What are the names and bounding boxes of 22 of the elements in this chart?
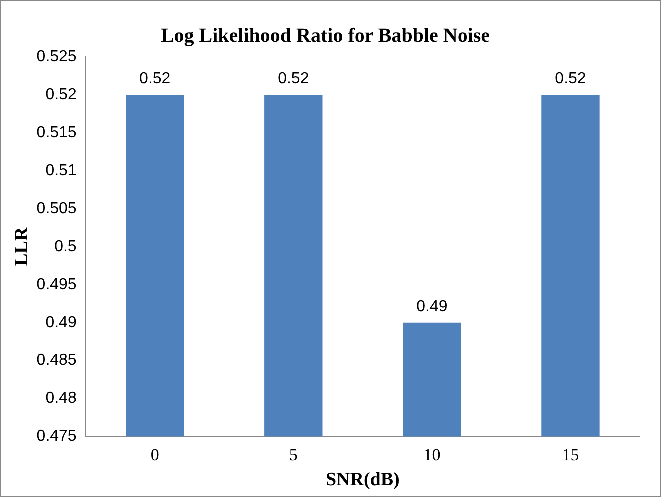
y-tick-label: 0.49 <box>46 314 77 332</box>
y-tick-label: 0.505 <box>36 200 77 218</box>
data-label: 0.52 <box>278 70 310 88</box>
y-tick-label: 0.48 <box>46 390 77 408</box>
x-axis-title: SNR(dB) <box>326 470 400 491</box>
x-tick-label: 15 <box>562 445 580 464</box>
y-tick-label: 0.475 <box>36 428 77 446</box>
y-tick-label: 0.525 <box>36 48 77 66</box>
x-tick-label: 5 <box>289 445 298 464</box>
x-tick-label: 0 <box>150 445 160 464</box>
y-axis-title: LLR <box>11 227 32 266</box>
y-tick-label: 0.52 <box>46 86 77 104</box>
chart-title: Log Likelihood Ratio for Babble Noise <box>160 25 490 48</box>
data-label: 0.52 <box>555 70 586 88</box>
y-tick-label: 0.51 <box>46 162 77 180</box>
y-tick-label: 0.5 <box>54 238 77 256</box>
data-label: 0.52 <box>140 70 171 88</box>
y-tick-label: 0.515 <box>36 124 77 142</box>
x-tick-label: 10 <box>424 445 441 464</box>
data-label: 0.49 <box>416 298 448 316</box>
y-tick-label: 0.485 <box>36 352 77 370</box>
y-tick-label: 0.495 <box>36 276 77 294</box>
